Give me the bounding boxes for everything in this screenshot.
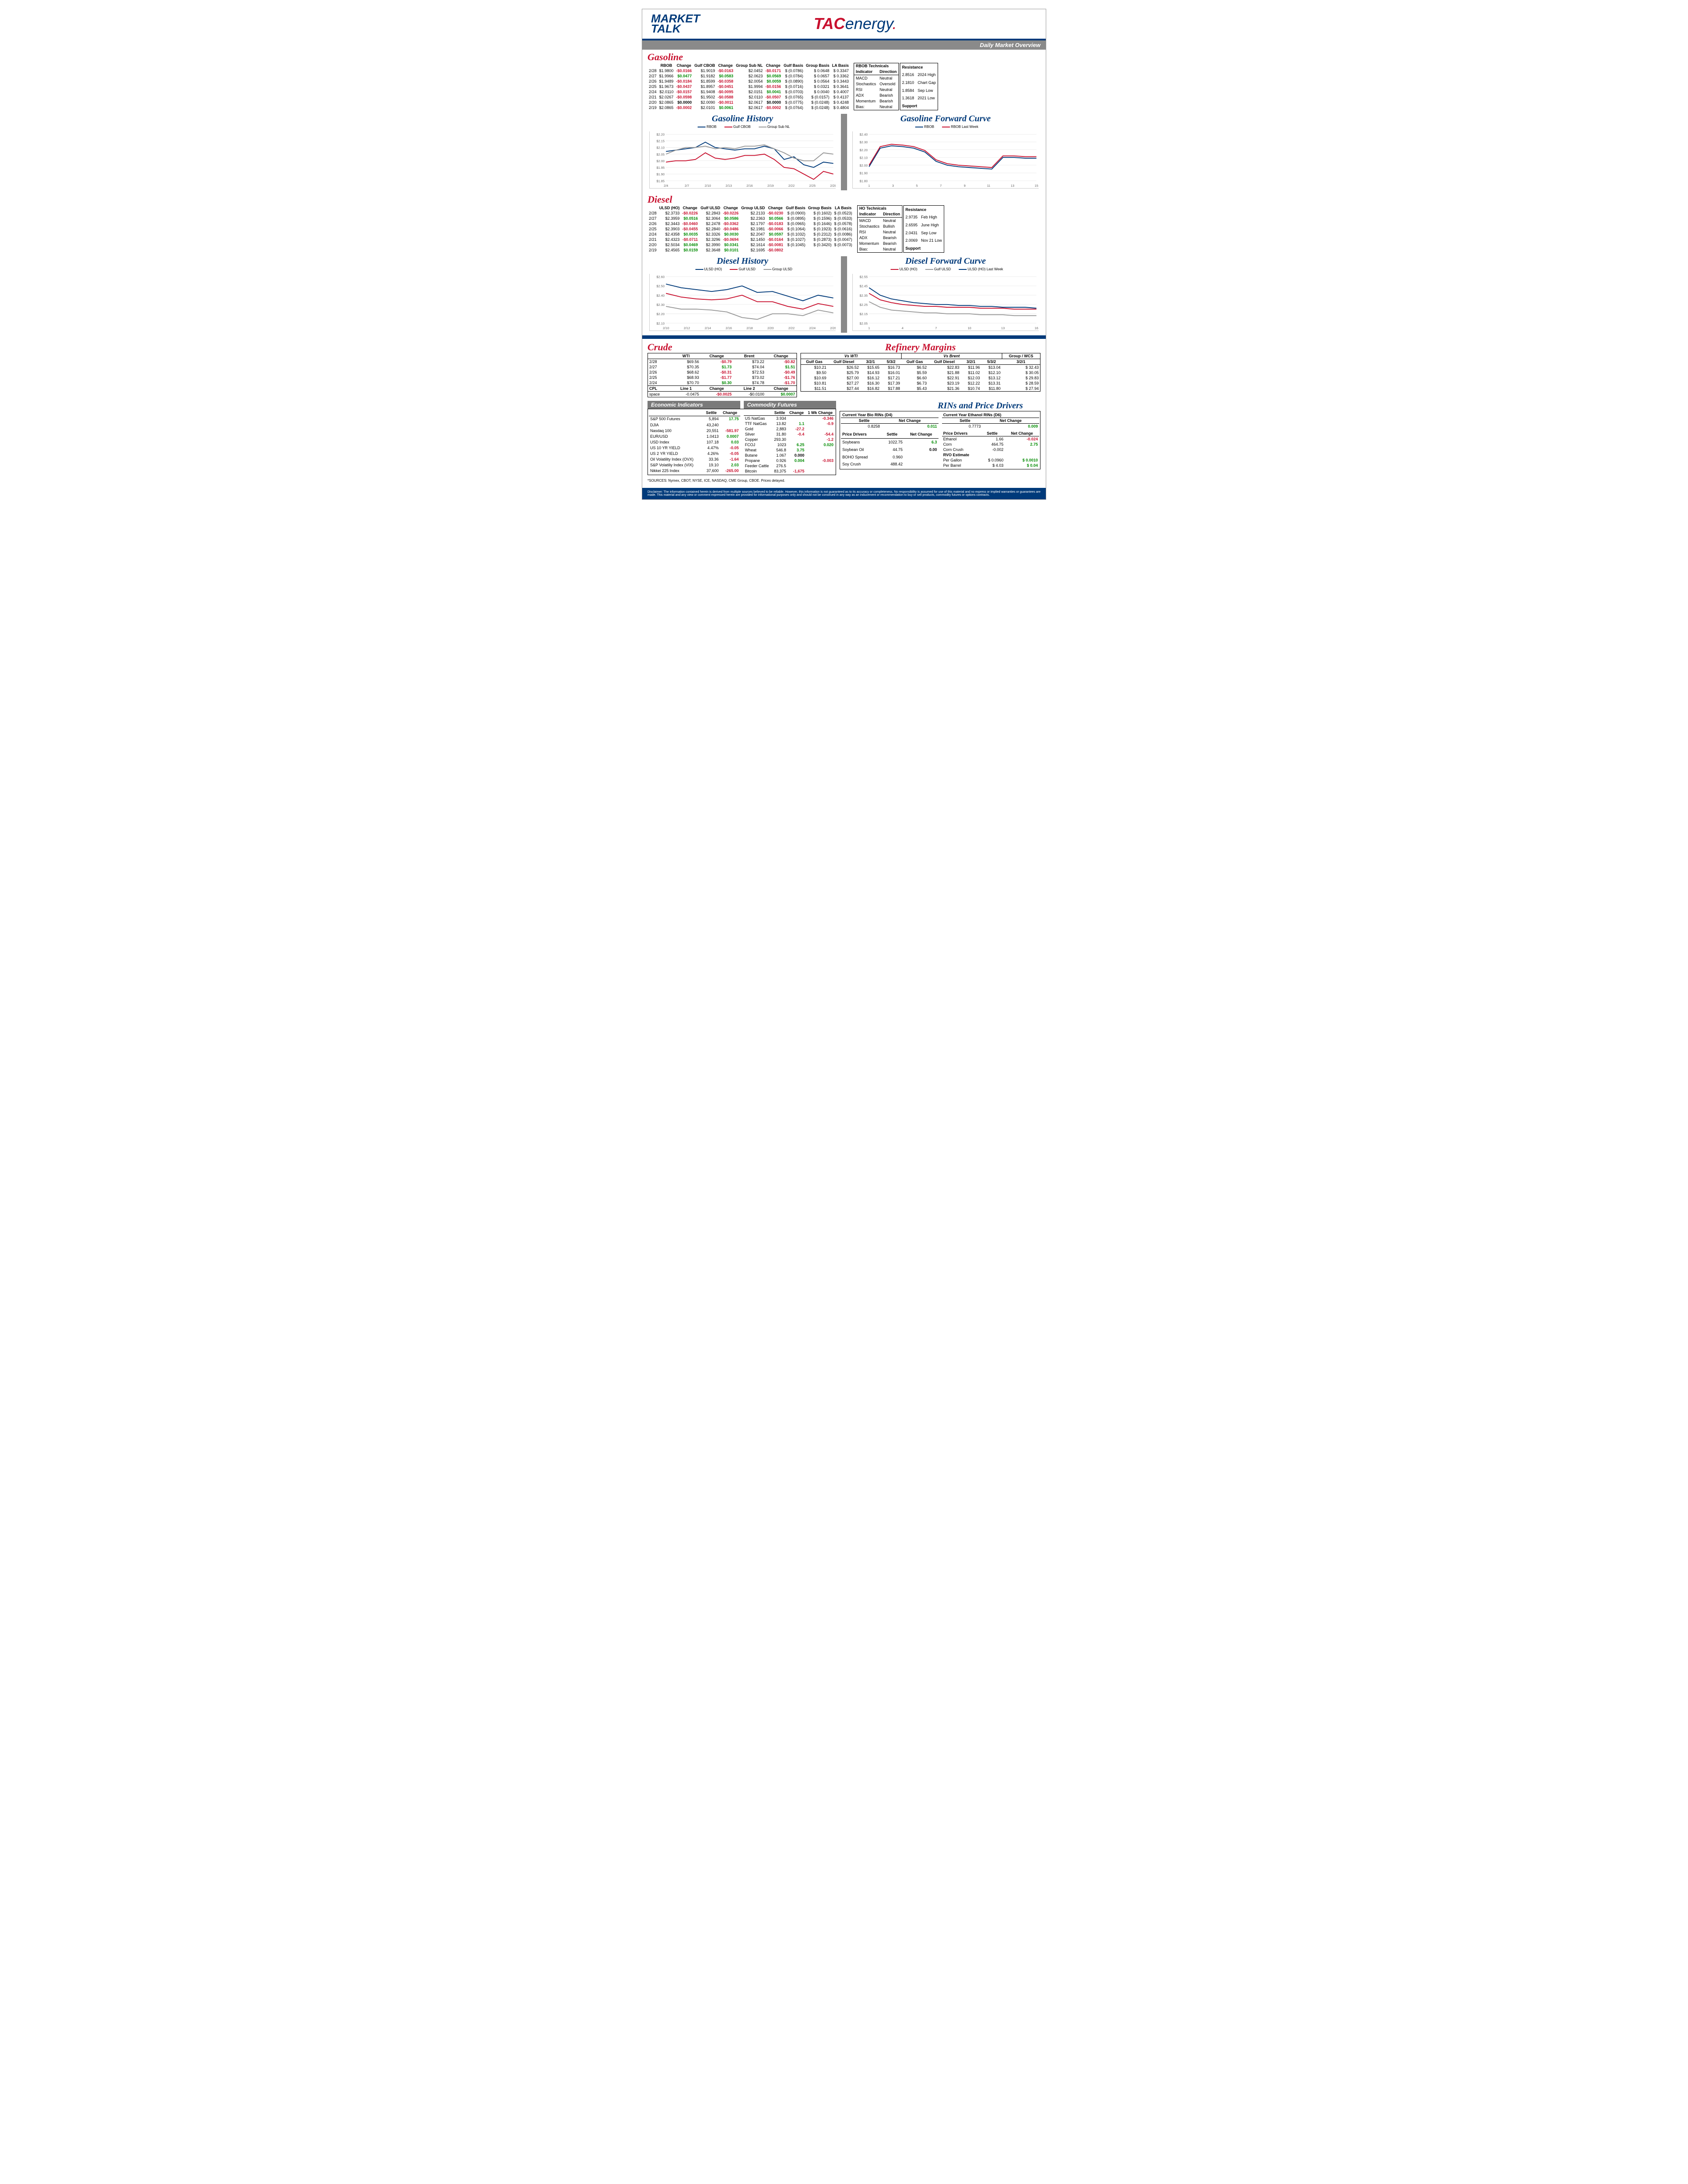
header: MARKET TALK TACenergy. (642, 9, 1046, 40)
svg-text:2/20: 2/20 (768, 326, 774, 330)
diesel-forward-chart: $2.55 $2.45 $2.35 $2.25 $2.15 $2.051 4 7 10 13 16 (852, 274, 1039, 331)
svg-text:2/28: 2/28 (830, 184, 836, 188)
gas-history-legend: RBOBGulf CBOBGroup Sub NL (648, 124, 837, 130)
svg-text:2/26: 2/26 (830, 326, 836, 330)
svg-text:$2.20: $2.20 (656, 132, 665, 136)
rins-title: RINs and Price Drivers (840, 401, 1040, 411)
tac-logo: TACenergy. (814, 15, 897, 33)
sources: *SOURCES: Nymex, CBOT, NYSE, ICE, NASDAQ… (642, 477, 1046, 484)
svg-text:$2.05: $2.05 (656, 153, 665, 156)
commod-table: SettleChange1 Wk ChangeUS NatGas3.934-0.… (744, 410, 835, 474)
svg-text:2/22: 2/22 (788, 184, 794, 188)
price-drivers-left: Price DriversSettleNet ChangeSoybeans102… (841, 431, 938, 468)
price-drivers-right: Price DriversSettleNet ChangeEthanol1.66… (942, 431, 1039, 468)
svg-text:2/10: 2/10 (663, 326, 669, 330)
diesel-forward-title: Diesel Forward Curve (851, 256, 1040, 266)
page: MARKET TALK TACenergy. Daily Market Over… (642, 9, 1046, 500)
svg-text:4: 4 (902, 326, 903, 330)
svg-text:2/24: 2/24 (809, 326, 815, 330)
svg-text:$1.90: $1.90 (656, 172, 665, 176)
gas-forward-chart: $2.40$2.30$2.20$2.10$2.00$1.90$1.8013579… (852, 131, 1039, 189)
diesel-history-chart: $2.60 $2.50 $2.40 $2.30 $2.20 $2.102/10 2/12 2/… (649, 274, 836, 331)
svg-text:7: 7 (940, 184, 942, 188)
svg-text:$2.05: $2.05 (859, 321, 868, 325)
econ-table: SettleChangeS&P 500 Futures5,89417.75DJI… (649, 410, 740, 474)
svg-text:$2.40: $2.40 (859, 132, 868, 136)
rins-d6-table: Current Year Ethanol RINs (D6)SettleNet … (942, 412, 1039, 429)
svg-text:7: 7 (935, 326, 937, 330)
commod-title: Commodity Futures (744, 401, 837, 409)
svg-text:$1.95: $1.95 (656, 166, 665, 170)
svg-text:2/10: 2/10 (705, 184, 711, 188)
svg-text:2/25: 2/25 (809, 184, 815, 188)
ho-resistance: Resistance2.9735Feb High2.6595June High2… (903, 205, 944, 253)
svg-text:$1.85: $1.85 (656, 179, 665, 183)
svg-text:$1.80: $1.80 (859, 179, 868, 183)
gas-forward-legend: RBOBRBOB Last Week (851, 124, 1040, 130)
diesel-table: ULSD (HO)ChangeGulf ULSDChangeGroup ULSD… (648, 205, 854, 253)
svg-text:10: 10 (968, 326, 971, 330)
svg-text:$2.60: $2.60 (656, 275, 665, 279)
svg-text:$2.10: $2.10 (859, 156, 868, 160)
econ-title: Economic Indicators (648, 401, 740, 409)
crude-title: Crude (648, 342, 797, 353)
svg-text:3: 3 (892, 184, 894, 188)
svg-text:13: 13 (1001, 326, 1004, 330)
svg-text:9: 9 (964, 184, 965, 188)
svg-text:2/16: 2/16 (726, 326, 732, 330)
svg-text:$2.30: $2.30 (859, 140, 868, 144)
svg-text:$2.15: $2.15 (656, 139, 665, 143)
svg-text:2/13: 2/13 (726, 184, 732, 188)
svg-text:$2.55: $2.55 (859, 275, 868, 279)
svg-text:$2.10: $2.10 (656, 321, 665, 325)
diesel-history-legend: ULSD (HO)Gulf ULSDGroup ULSD (648, 266, 837, 272)
svg-text:5: 5 (916, 184, 918, 188)
svg-text:$2.15: $2.15 (859, 312, 868, 316)
svg-text:2/18: 2/18 (746, 326, 753, 330)
svg-text:2/16: 2/16 (746, 184, 753, 188)
rbob-technicals: RBOB TechnicalsIndicatorDirectionMACDNeu… (854, 63, 899, 110)
gas-history-title: Gasoline History (648, 114, 837, 124)
svg-text:15: 15 (1035, 184, 1038, 188)
svg-text:2/4: 2/4 (664, 184, 668, 188)
svg-text:1: 1 (868, 184, 870, 188)
svg-text:2/12: 2/12 (684, 326, 690, 330)
gas-forward-title: Gasoline Forward Curve (851, 114, 1040, 124)
svg-text:$2.35: $2.35 (859, 294, 868, 298)
svg-text:1: 1 (868, 326, 870, 330)
diesel-forward-legend: ULSD (HO)Gulf ULSDULSD (HO) Last Week (851, 266, 1040, 272)
diesel-history-title: Diesel History (648, 256, 837, 266)
svg-text:2/22: 2/22 (788, 326, 794, 330)
svg-text:$2.20: $2.20 (656, 312, 665, 316)
svg-text:$2.30: $2.30 (656, 303, 665, 307)
crude-table: WTIChangeBrentChange2/28$69.56-$0.79$73.… (648, 353, 797, 397)
gasoline-title: Gasoline (648, 51, 1040, 63)
svg-text:2/19: 2/19 (768, 184, 774, 188)
ho-technicals: HO TechnicalsIndicatorDirectionMACDNeutr… (857, 205, 902, 253)
svg-text:2/7: 2/7 (684, 184, 689, 188)
svg-text:11: 11 (987, 184, 990, 188)
gasoline-table: RBOBChangeGulf CBOBChangeGroup Sub NLCha… (648, 63, 850, 110)
daily-overview-bar: Daily Market Overview (642, 40, 1046, 50)
diesel-title: Diesel (648, 194, 1040, 205)
svg-text:$2.40: $2.40 (656, 294, 665, 298)
market-talk-logo: MARKET TALK (651, 14, 700, 34)
disclaimer: Disclaimer: The information contained he… (642, 488, 1046, 499)
svg-text:$2.20: $2.20 (859, 148, 868, 152)
rbob-resistance: Resistance2.85162024 High2.1810Chart Gap… (900, 63, 938, 110)
svg-text:2/14: 2/14 (705, 326, 711, 330)
rins-d4-table: Current Year Bio RINs (D4)SettleNet Chan… (841, 412, 938, 429)
svg-text:$2.25: $2.25 (859, 303, 868, 307)
svg-text:16: 16 (1035, 326, 1038, 330)
refinery-table: Vs WTIVs BrentGroup / WCSGulf GasGulf Di… (800, 353, 1040, 392)
svg-text:$2.45: $2.45 (859, 284, 868, 288)
svg-text:$2.00: $2.00 (656, 159, 665, 163)
svg-text:$2.00: $2.00 (859, 164, 868, 167)
svg-text:13: 13 (1011, 184, 1014, 188)
svg-text:$1.90: $1.90 (859, 171, 868, 175)
gas-history-chart: $2.20 $2.15 $2.10 $2.05 $2.00 $1.95 $1.90 $1.85… (649, 131, 836, 189)
svg-text:$2.50: $2.50 (656, 284, 665, 288)
svg-text:$2.10: $2.10 (656, 146, 665, 150)
refinery-title: Refinery Margins (800, 342, 1040, 353)
